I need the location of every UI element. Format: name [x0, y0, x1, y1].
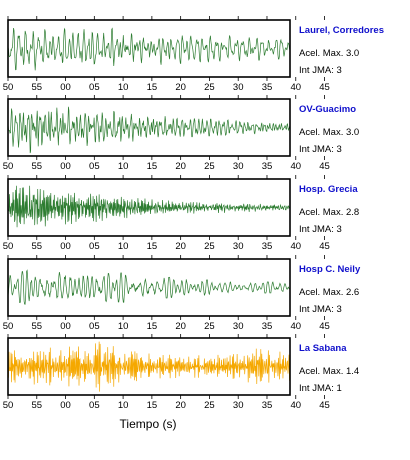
tick-label: 10 [118, 241, 129, 252]
tick-label: 30 [233, 321, 244, 332]
panel-frame-2 [7, 98, 291, 157]
tick-label: 55 [31, 161, 42, 172]
tick-label: 25 [204, 241, 215, 252]
tick-label: 45 [319, 400, 330, 411]
waveform-trace-5 [7, 341, 291, 392]
tick-label: 40 [290, 321, 301, 332]
panels-group: 50 55 00 05 10 15 20 25 30 35 40 45 Laurel, Corredor… [3, 16, 384, 411]
tick-label: 00 [60, 161, 71, 172]
tick-label: 20 [175, 82, 186, 93]
tick-label: 00 [60, 321, 71, 332]
tick-label: 50 [3, 241, 14, 252]
station-name: Laurel, Corredores [299, 25, 384, 36]
waveform-trace-4 [7, 269, 291, 305]
station-name: Hosp C. Neily [299, 264, 361, 275]
jma-intensity-label: Int JMA: 3 [299, 224, 342, 235]
tick-label: 35 [262, 400, 273, 411]
tick-label: 15 [147, 321, 158, 332]
tick-label: 55 [31, 241, 42, 252]
tick-label: 30 [233, 241, 244, 252]
peak-accel-label: Acel. Max. 2.6 [299, 287, 359, 298]
tick-label: 25 [204, 82, 215, 93]
tick-label: 35 [262, 321, 273, 332]
tick-label: 20 [175, 161, 186, 172]
tick-label: 50 [3, 400, 14, 411]
tick-label: 20 [175, 400, 186, 411]
tick-label: 25 [204, 400, 215, 411]
tick-label: 10 [118, 161, 129, 172]
tick-label: 00 [60, 400, 71, 411]
tick-label: 00 [60, 241, 71, 252]
x-axis-title: Tiempo (s) [120, 417, 177, 431]
tick-label: 45 [319, 161, 330, 172]
tick-label: 35 [262, 161, 273, 172]
tick-label: 35 [262, 82, 273, 93]
tick-label: 25 [204, 321, 215, 332]
station-name: OV-Guacimo [299, 104, 356, 115]
waveform-trace-3 [7, 185, 291, 228]
tick-label: 15 [147, 241, 158, 252]
tick-label: 10 [118, 321, 129, 332]
panel-frame-5 [7, 337, 291, 396]
tick-label: 20 [175, 321, 186, 332]
tick-label: 25 [204, 161, 215, 172]
jma-intensity-label: Int JMA: 3 [299, 144, 342, 155]
tick-label: 40 [290, 400, 301, 411]
peak-accel-label: Acel. Max. 3.0 [299, 127, 359, 138]
jma-intensity-label: Int JMA: 1 [299, 383, 342, 394]
tick-label: 30 [233, 161, 244, 172]
tick-label: 35 [262, 241, 273, 252]
peak-accel-label: Acel. Max. 1.4 [299, 366, 359, 377]
tick-label: 50 [3, 82, 14, 93]
tick-label: 55 [31, 400, 42, 411]
tick-label: 05 [89, 82, 100, 93]
jma-intensity-label: Int JMA: 3 [299, 304, 342, 315]
tick-label: 20 [175, 241, 186, 252]
tick-label: 55 [31, 321, 42, 332]
tick-label: 05 [89, 400, 100, 411]
tick-label: 30 [233, 82, 244, 93]
station-name: La Sabana [299, 343, 347, 354]
waveform-trace-1 [7, 27, 291, 71]
tick-label: 15 [147, 161, 158, 172]
tick-label: 05 [89, 321, 100, 332]
tick-label: 10 [118, 82, 129, 93]
tick-label: 55 [31, 82, 42, 93]
jma-intensity-label: Int JMA: 3 [299, 65, 342, 76]
tick-label: 05 [89, 161, 100, 172]
tick-label: 00 [60, 82, 71, 93]
waveform-trace-2 [7, 106, 291, 154]
tick-label: 50 [3, 321, 14, 332]
tick-label: 40 [290, 241, 301, 252]
tick-label: 10 [118, 400, 129, 411]
tick-label: 50 [3, 161, 14, 172]
tick-label: 45 [319, 82, 330, 93]
panel-frame-3 [7, 178, 291, 237]
tick-label: 15 [147, 400, 158, 411]
station-name: Hosp. Grecia [299, 184, 358, 195]
tick-label: 05 [89, 241, 100, 252]
panel-frame-4 [7, 258, 291, 317]
tick-label: 40 [290, 161, 301, 172]
peak-accel-label: Acel. Max. 2.8 [299, 207, 359, 218]
tick-label: 40 [290, 82, 301, 93]
tick-label: 45 [319, 321, 330, 332]
panel-frame-1 [7, 19, 291, 78]
tick-label: 15 [147, 82, 158, 93]
tick-label: 45 [319, 241, 330, 252]
peak-accel-label: Acel. Max. 3.0 [299, 48, 359, 59]
tick-label: 30 [233, 400, 244, 411]
